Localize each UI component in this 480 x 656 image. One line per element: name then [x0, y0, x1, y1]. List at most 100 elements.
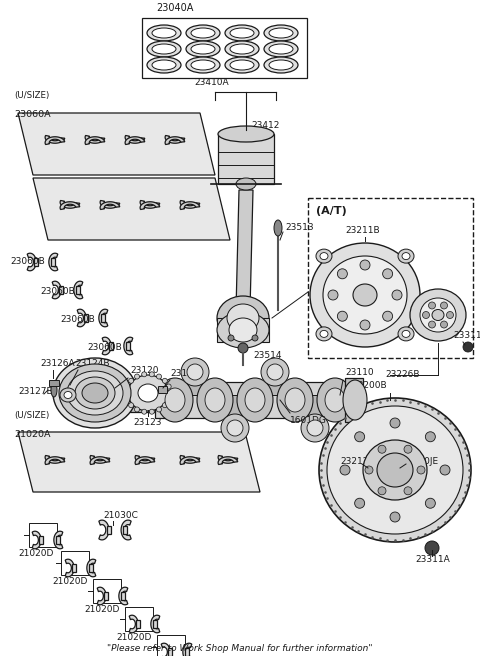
Ellipse shape	[227, 420, 243, 436]
Ellipse shape	[236, 178, 256, 190]
Ellipse shape	[125, 397, 130, 402]
Ellipse shape	[228, 335, 234, 341]
Text: 23226B: 23226B	[385, 370, 420, 379]
Polygon shape	[151, 615, 160, 633]
Ellipse shape	[410, 289, 466, 341]
Ellipse shape	[152, 28, 176, 38]
Polygon shape	[65, 559, 74, 577]
Ellipse shape	[269, 44, 293, 54]
Ellipse shape	[186, 41, 220, 57]
Polygon shape	[45, 136, 65, 143]
Text: 23510: 23510	[310, 285, 338, 295]
Ellipse shape	[269, 60, 293, 70]
Polygon shape	[155, 382, 345, 418]
Ellipse shape	[218, 126, 274, 142]
Polygon shape	[236, 190, 253, 310]
Bar	[136, 621, 140, 628]
Polygon shape	[185, 372, 205, 395]
Polygon shape	[124, 337, 133, 355]
Ellipse shape	[264, 41, 298, 57]
Ellipse shape	[128, 375, 168, 411]
Ellipse shape	[337, 311, 348, 321]
Ellipse shape	[162, 379, 168, 383]
Polygon shape	[87, 559, 96, 577]
Ellipse shape	[441, 321, 447, 328]
Text: 23124B: 23124B	[75, 359, 109, 368]
Polygon shape	[18, 113, 215, 175]
Ellipse shape	[363, 440, 427, 500]
Ellipse shape	[166, 397, 171, 402]
Ellipse shape	[440, 465, 450, 475]
Text: (A/T): (A/T)	[316, 206, 347, 216]
Text: 23040A: 23040A	[156, 3, 194, 13]
Bar	[56, 537, 60, 544]
Ellipse shape	[323, 256, 407, 334]
Ellipse shape	[225, 41, 259, 57]
Polygon shape	[85, 136, 105, 143]
Ellipse shape	[327, 406, 463, 534]
Ellipse shape	[129, 379, 133, 383]
Text: 21020D: 21020D	[116, 632, 151, 642]
Ellipse shape	[446, 312, 454, 319]
Ellipse shape	[316, 249, 332, 263]
Bar	[84, 314, 88, 321]
FancyBboxPatch shape	[158, 386, 168, 394]
Ellipse shape	[425, 432, 435, 441]
Ellipse shape	[238, 343, 248, 353]
Text: 23513: 23513	[285, 224, 313, 232]
Polygon shape	[49, 253, 58, 271]
Polygon shape	[305, 395, 325, 428]
Polygon shape	[218, 455, 238, 463]
Ellipse shape	[404, 445, 412, 453]
Ellipse shape	[252, 335, 258, 341]
Ellipse shape	[390, 418, 400, 428]
Ellipse shape	[307, 420, 323, 436]
Bar	[168, 649, 172, 655]
Bar	[34, 258, 38, 266]
Text: 21020A: 21020A	[14, 430, 50, 439]
Ellipse shape	[156, 407, 161, 412]
Text: 23120: 23120	[130, 366, 158, 375]
Polygon shape	[45, 455, 65, 463]
Bar	[123, 526, 127, 534]
Polygon shape	[45, 136, 65, 144]
Text: 23126A: 23126A	[40, 359, 74, 368]
Polygon shape	[140, 202, 160, 209]
Polygon shape	[180, 201, 200, 208]
Ellipse shape	[221, 414, 249, 442]
Ellipse shape	[383, 269, 393, 279]
Text: 21020D: 21020D	[18, 548, 53, 558]
Ellipse shape	[152, 44, 176, 54]
Text: 23514: 23514	[253, 352, 281, 361]
Ellipse shape	[264, 25, 298, 41]
Ellipse shape	[205, 388, 225, 412]
Ellipse shape	[425, 499, 435, 508]
Ellipse shape	[168, 390, 172, 396]
Ellipse shape	[420, 298, 456, 332]
Text: 23200B: 23200B	[353, 381, 387, 390]
Ellipse shape	[149, 372, 155, 377]
Ellipse shape	[181, 358, 209, 386]
Ellipse shape	[64, 392, 72, 398]
Polygon shape	[218, 134, 274, 184]
Ellipse shape	[317, 378, 353, 422]
Polygon shape	[74, 281, 83, 298]
Bar	[126, 342, 130, 350]
Ellipse shape	[142, 372, 147, 377]
Ellipse shape	[123, 390, 129, 396]
Text: 21020D: 21020D	[52, 577, 87, 586]
Polygon shape	[90, 457, 110, 464]
Polygon shape	[77, 309, 86, 327]
Text: 23127B: 23127B	[18, 388, 53, 396]
Text: 23060B: 23060B	[10, 258, 45, 266]
Ellipse shape	[320, 331, 328, 337]
Polygon shape	[121, 520, 131, 540]
Polygon shape	[60, 201, 80, 208]
Polygon shape	[225, 395, 245, 428]
Polygon shape	[60, 202, 80, 209]
Text: (U/SIZE): (U/SIZE)	[14, 411, 49, 420]
Text: 23410A: 23410A	[195, 78, 229, 87]
Ellipse shape	[425, 541, 439, 555]
Polygon shape	[99, 520, 109, 540]
Polygon shape	[45, 457, 65, 464]
